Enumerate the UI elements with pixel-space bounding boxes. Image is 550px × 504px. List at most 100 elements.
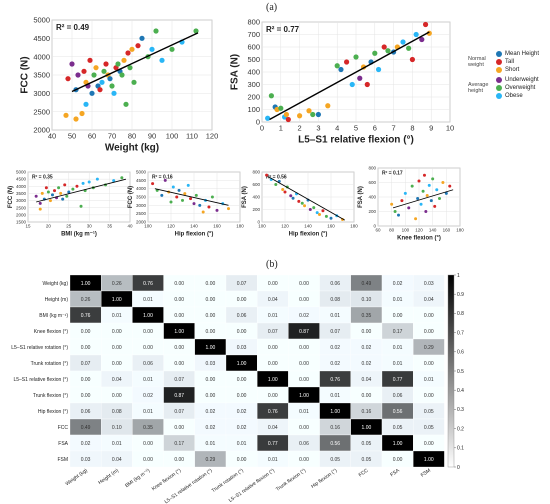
data-point — [115, 61, 121, 67]
column-label: BMI (kg m⁻¹) — [124, 468, 151, 490]
heatmap-value: 0.02 — [299, 313, 309, 319]
legend-entry: Short — [496, 66, 539, 74]
heatmap-value: 0.00 — [299, 281, 309, 287]
data-point — [438, 196, 441, 200]
y-tick-label: 600 — [252, 182, 260, 187]
data-point — [81, 68, 87, 74]
heatmap-value: 0.01 — [268, 457, 278, 463]
heatmap-value: 0.16 — [330, 425, 340, 431]
y-tick-label: 100 — [247, 105, 260, 114]
data-point — [153, 28, 159, 34]
heatmap-value: 0.17 — [393, 329, 403, 335]
data-point — [422, 173, 426, 177]
column-label: Knee flexion (°) — [151, 468, 183, 493]
data-point — [397, 213, 400, 217]
colorbar-tick-label: 0.8 — [457, 311, 464, 317]
heatmap-value: 0.03 — [424, 281, 434, 287]
x-tick-label: 4 — [335, 124, 339, 133]
heatmap-value: 1.00 — [268, 377, 278, 383]
data-point — [300, 201, 304, 205]
data-point — [364, 81, 370, 88]
data-point — [407, 206, 411, 210]
data-point — [79, 204, 83, 208]
data-point — [46, 190, 50, 194]
trend-line — [154, 188, 229, 206]
scatter-plot: 15 20 25 30 35 40 1500 2000 2500 3000 3500 4000 4500… — [8, 170, 133, 238]
heatmap-value: 0.00 — [362, 393, 372, 399]
r-squared-annotation: R² = 0.56 — [266, 174, 287, 180]
panel-a-label: (a) — [266, 2, 278, 13]
trend-line — [71, 32, 199, 93]
heatmap-value: 0.76 — [268, 409, 278, 415]
heatmap-value: 0.26 — [81, 297, 91, 303]
heatmap-value: 1.00 — [174, 329, 184, 335]
column-label: Trunk flexion (°) — [275, 468, 308, 493]
heatmap-value: 0.00 — [143, 441, 153, 447]
data-point — [169, 46, 175, 52]
legend-label: Tall — [505, 59, 515, 65]
data-point — [63, 183, 67, 187]
heatmap-value: 0.00 — [424, 329, 434, 335]
heatmap-value: 0.07 — [330, 329, 340, 335]
data-point — [83, 101, 89, 107]
y-tick-label: 2500 — [16, 205, 27, 210]
x-tick-label: 160 — [327, 224, 335, 229]
data-point — [50, 193, 54, 197]
y-tick-label: 5000 — [16, 170, 27, 175]
heatmap-value: 0.05 — [362, 457, 372, 463]
data-point — [97, 87, 103, 93]
y-tick-label: 4000 — [136, 186, 147, 191]
data-point — [177, 188, 181, 192]
data-point — [215, 208, 219, 212]
data-point — [329, 216, 333, 220]
data-point — [419, 36, 425, 43]
heatmap-value: 0.01 — [112, 441, 122, 447]
y-tick-label: 0 — [373, 224, 376, 229]
heatmap-value: 0.00 — [174, 345, 184, 351]
heatmap-value: 0.07 — [237, 281, 247, 287]
heatmap-value: 0.02 — [362, 361, 372, 367]
x-tick-label: 0 — [260, 124, 264, 133]
heatmap-value: 0.01 — [268, 313, 278, 319]
correlation-heatmap: 1.00 0.26 0.76 0.00 0.00 0.07 0.00 0.00 0.06 0.49… — [11, 274, 445, 504]
heatmap-value: 0.00 — [299, 377, 309, 383]
data-point — [357, 75, 363, 81]
heatmap-value: 0.00 — [143, 329, 153, 335]
x-tick-label: 15 — [25, 224, 31, 229]
x-tick-label: 6 — [373, 124, 377, 133]
data-point — [201, 210, 205, 214]
data-point — [75, 72, 81, 78]
heatmap-value: 0.06 — [330, 281, 340, 287]
x-tick-label: 60 — [88, 132, 96, 141]
data-point — [375, 66, 382, 73]
heatmap-value: 0.06 — [237, 313, 247, 319]
colorbar: 0 0.1 0.2 0.3 0.4 0.5 0.6 0.7 0.8 0.9 1 — [447, 273, 464, 471]
x-tick-label: 100 — [166, 132, 179, 141]
heatmap-value: 0.87 — [299, 329, 309, 335]
heatmap-value: 0.26 — [112, 281, 122, 287]
data-point — [99, 79, 105, 85]
x-tick-label: 5 — [354, 124, 358, 133]
heatmap-value: 0.00 — [112, 329, 122, 335]
legend-entry: Underweight — [496, 76, 539, 84]
legend-marker — [496, 51, 502, 57]
data-point — [186, 183, 190, 187]
y-tick-label: 3500 — [33, 71, 50, 80]
heatmap-value: 0.05 — [393, 425, 403, 431]
y-tick-label: 3000 — [136, 203, 147, 208]
data-point — [312, 206, 316, 210]
data-point — [310, 111, 316, 118]
data-point — [435, 188, 439, 192]
x-tick-label: 25 — [66, 224, 72, 229]
heatmap-value: 0.00 — [112, 345, 122, 351]
heatmap-value: 0.00 — [206, 281, 216, 287]
data-point — [79, 110, 85, 117]
data-point — [283, 111, 290, 118]
y-tick-label: 3000 — [33, 89, 50, 98]
data-point — [159, 57, 165, 63]
data-point — [53, 189, 57, 193]
y-tick-label: 0 — [257, 220, 260, 225]
data-point — [139, 35, 145, 41]
data-point — [338, 66, 344, 73]
x-tick-label: 9 — [429, 124, 433, 133]
